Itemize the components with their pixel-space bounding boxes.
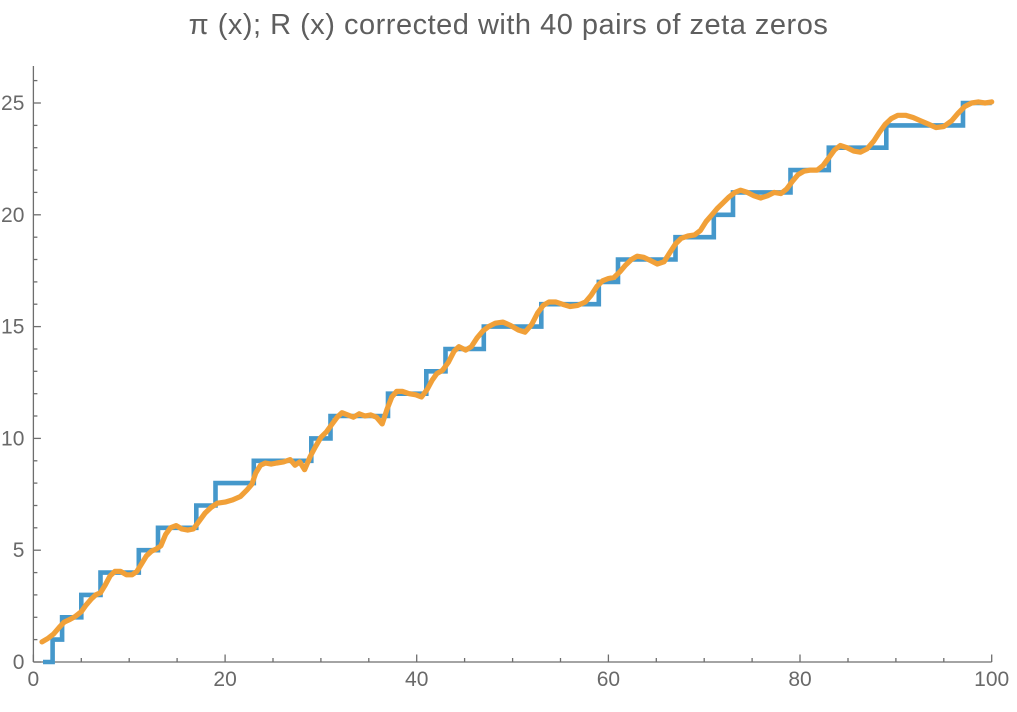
y-axis <box>32 66 41 663</box>
y-tick-label: 15 <box>1 316 24 339</box>
x-tick-label: 80 <box>788 668 811 691</box>
x-tick-label: 20 <box>213 668 236 691</box>
x-axis <box>32 654 993 663</box>
r-curve-series <box>39 99 995 645</box>
y-tick-label: 20 <box>1 204 24 227</box>
x-tick-label: 60 <box>597 668 620 691</box>
y-tick-label: 5 <box>13 539 25 562</box>
x-tick-label: 100 <box>974 668 1009 691</box>
chart-title: π (x); R (x) corrected with 40 pairs of … <box>188 9 829 41</box>
y-tick-label: 25 <box>1 92 24 115</box>
y-tick-label: 0 <box>13 651 25 674</box>
pi-step-series <box>43 100 992 665</box>
tick-labels: 0 5 10 15 20 25 0 20 40 60 80 100 <box>1 92 1009 691</box>
x-tick-label: 0 <box>28 668 40 691</box>
x-tick-label: 40 <box>405 668 428 691</box>
y-tick-label: 10 <box>1 427 24 450</box>
